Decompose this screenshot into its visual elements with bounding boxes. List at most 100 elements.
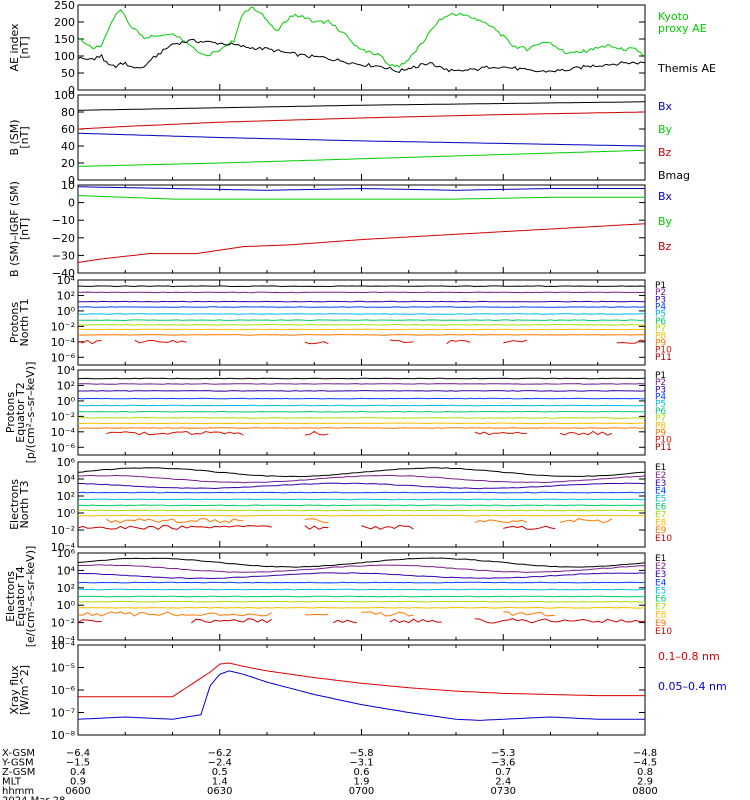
- channel-line-e6: [77, 595, 646, 598]
- x-tick-label: 0.5: [212, 767, 228, 778]
- y-tick-label: 10⁴: [57, 564, 76, 577]
- y-tick-label: 0: [68, 197, 75, 210]
- y-tick-label: −30: [52, 249, 75, 262]
- legend-e4: E4: [655, 487, 667, 497]
- channel-line-e4: [77, 491, 646, 494]
- y-tick-label: 200: [54, 16, 75, 29]
- y-tick-label: −20: [52, 232, 75, 245]
- y-tick-label: 10⁰: [57, 305, 76, 318]
- legend-p11: P11: [655, 353, 672, 363]
- legend-e9: E9: [655, 619, 667, 629]
- x-tick-label: −4.8: [633, 748, 657, 759]
- legend-e1: E1: [655, 463, 666, 473]
- channel-line-e9: [106, 518, 613, 524]
- x-tick-label: −5.8: [349, 748, 373, 759]
- y-tick-label: 100: [54, 50, 75, 63]
- y-axis-label: Electrons: [8, 479, 21, 530]
- y-tick-label: 10⁻²: [51, 410, 75, 423]
- legend-bz: Bz: [658, 146, 672, 159]
- channel-line-p5: [77, 313, 645, 315]
- legend-e3: E3: [655, 570, 666, 580]
- channel-line-e2: [77, 474, 646, 484]
- legend-p7: P7: [655, 414, 666, 424]
- series-line-kyoto-proxy-ae: [77, 6, 646, 68]
- panel-frame: [77, 644, 646, 736]
- legend-by: By: [658, 215, 673, 228]
- y-tick-label: 10⁰: [57, 395, 76, 408]
- channel-line-e1: [77, 467, 646, 478]
- x-tick-label: 0700: [349, 786, 374, 797]
- channel-line-p6: [77, 319, 646, 322]
- x-tick-label: 0.8: [637, 767, 653, 778]
- x-tick-label: 0.6: [354, 767, 370, 778]
- channel-line-p10: [77, 339, 646, 345]
- panel-2: 0 20 40 60 80 100 B (SM)[nT] Bx By Bz Bmag: [8, 89, 690, 187]
- channel-line-e9: [78, 612, 645, 616]
- channel-line-p1: [77, 285, 646, 288]
- legend-e6: E6: [655, 503, 667, 513]
- y-axis-label: Protons: [8, 302, 21, 343]
- legend-p1: P1: [655, 281, 666, 291]
- channel-line-e1: [77, 557, 646, 568]
- channel-line-p2: [77, 291, 646, 294]
- y-tick-label: −40: [52, 267, 75, 280]
- x-row-label: hhmm: [2, 786, 34, 797]
- channel-line-p6: [77, 410, 646, 413]
- y-tick-label: 10⁻⁷: [51, 707, 75, 720]
- channel-line-e8: [77, 514, 646, 517]
- x-row-label: X-GSM: [2, 748, 35, 759]
- legend-0-1-0-8-nm: 0.1–0.8 nm: [658, 650, 720, 663]
- legend-kyoto-proxy-ae: proxy AE: [658, 22, 707, 35]
- x-tick-label: 0730: [491, 786, 516, 797]
- x-tick-label: 0.4: [70, 767, 86, 778]
- series-line-bz: [77, 223, 646, 263]
- legend-e3: E3: [655, 479, 666, 489]
- y-tick-label: 10²: [57, 582, 75, 595]
- x-tick-label: 0630: [207, 786, 232, 797]
- y-axis-label: Protons: [4, 392, 17, 433]
- y-tick-label: 80: [61, 106, 75, 119]
- legend-e8: E8: [655, 518, 667, 528]
- y-tick-label: 10²: [57, 490, 75, 503]
- y-tick-label: 10⁻²: [51, 524, 75, 537]
- channel-line-p4: [78, 306, 646, 308]
- x-tick-label: −5.3: [491, 748, 515, 759]
- legend-e7: E7: [655, 510, 666, 520]
- channel-line-p7: [77, 323, 646, 326]
- x-tick-label: 0.7: [495, 767, 511, 778]
- y-tick-label: 10: [61, 179, 75, 192]
- y-tick-label: 10⁻⁴: [51, 634, 76, 647]
- x-row-label: Y-GSM: [1, 758, 34, 769]
- legend-bx: Bx: [658, 100, 673, 113]
- y-tick-label: 10⁻²: [51, 320, 75, 333]
- legend-e7: E7: [655, 603, 666, 613]
- y-tick-label: 10⁶: [57, 456, 76, 469]
- x-tick-label: −3.6: [491, 758, 515, 769]
- legend-0-05-0-4-nm: 0.05–0.4 nm: [658, 680, 727, 693]
- x-tick-label: −6.4: [66, 748, 90, 759]
- legend-e2: E2: [655, 471, 666, 481]
- channel-line-e3: [77, 572, 646, 580]
- series-line-bmag: [78, 101, 645, 111]
- y-tick-label: 0: [68, 84, 75, 97]
- y-tick-label: 10⁻⁸: [51, 729, 76, 742]
- legend-bmag: Bmag: [658, 169, 690, 182]
- legend-e9: E9: [655, 526, 667, 536]
- y-tick-label: 10⁶: [57, 547, 76, 560]
- y-tick-label: 40: [61, 140, 75, 153]
- y-tick-label: −10: [52, 214, 75, 227]
- channel-line-p8: [78, 328, 646, 331]
- x-tick-label: 0.9: [70, 777, 86, 788]
- legend-e10: E10: [655, 627, 672, 637]
- legend-e6: E6: [655, 595, 667, 605]
- channel-line-e4: [77, 581, 646, 584]
- y-tick-label: 250: [54, 0, 75, 12]
- y-axis-label: AE index: [8, 23, 21, 72]
- x-tick-label: 2.9: [637, 777, 653, 788]
- legend-p4: P4: [655, 303, 666, 313]
- legend-p6: P6: [655, 407, 666, 417]
- y-tick-label: 10⁻⁵: [51, 662, 75, 675]
